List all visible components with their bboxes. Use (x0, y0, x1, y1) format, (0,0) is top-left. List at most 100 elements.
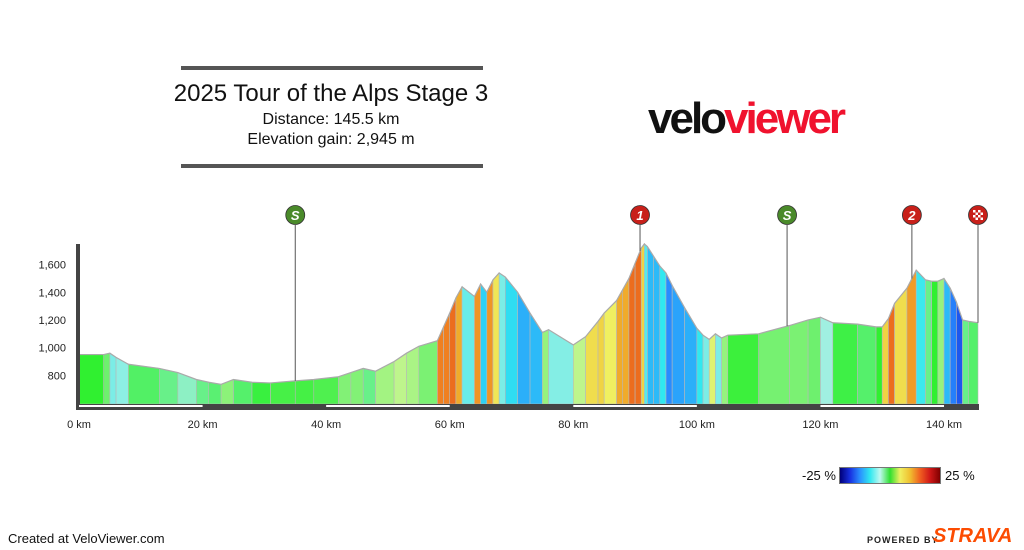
profile-segment (659, 265, 667, 405)
title-rule-top (181, 66, 483, 70)
marker-label: 1 (636, 208, 643, 223)
climb-marker-icon (630, 205, 650, 225)
x-axis-stripe (326, 405, 450, 407)
profile-segment (727, 333, 759, 405)
profile-segment (684, 306, 698, 405)
checkered-flag-icon (975, 212, 978, 215)
profile-segment (548, 329, 574, 405)
climb-marker-icon (901, 205, 922, 225)
y-tick-label: 800 (48, 370, 66, 382)
profile-segment (696, 327, 704, 405)
profile-segment (807, 316, 821, 405)
profile-segment (103, 352, 111, 405)
profile-segment (449, 297, 457, 405)
profile-segment (888, 303, 895, 405)
profile-segment (789, 319, 809, 405)
profile-segment (925, 279, 932, 405)
y-tick-label: 1,000 (38, 343, 66, 355)
profile-segment (109, 352, 117, 405)
profile-segment (492, 272, 500, 405)
profile-segment (350, 368, 364, 405)
profile-segment (857, 323, 877, 405)
x-axis-stripe (79, 405, 203, 407)
profile-segment (943, 277, 951, 405)
legend-max-label: 25 % (945, 468, 975, 483)
x-tick-label: 0 km (67, 419, 91, 431)
profile-segment (294, 379, 315, 405)
y-tick-label: 1,200 (38, 315, 66, 327)
profile-segment (758, 325, 790, 405)
profile-segment (715, 333, 722, 405)
checkered-flag-icon (978, 210, 981, 213)
profile-segment (251, 381, 271, 405)
elevation-chart: 800 1,000 1,200 1,400 1,600 0 km 20 km 40 km 60 … (38, 205, 988, 431)
profile-segment (937, 277, 945, 405)
profile-segment (708, 333, 716, 405)
checkered-flag-icon (973, 210, 976, 213)
page-title: 2025 Tour of the Alps Stage 3 (173, 80, 489, 107)
legend-min-label: -25 % (802, 468, 836, 483)
profile-segment (597, 312, 605, 405)
y-axis (76, 244, 80, 410)
profile-segment (208, 381, 222, 405)
x-tick-label: 120 km (802, 419, 838, 431)
profile-segment (418, 340, 438, 405)
profile-segment (375, 361, 395, 405)
x-axis-band (76, 404, 979, 410)
marker-label: S (783, 208, 792, 223)
profile-segment (313, 376, 339, 405)
checkered-flag-icon (980, 212, 983, 215)
checkered-flag-icon (978, 215, 981, 218)
profile-segment (616, 288, 624, 405)
x-tick-label: 80 km (558, 419, 588, 431)
marker-label: S (291, 208, 300, 223)
gradient-color-legend (839, 467, 941, 484)
title-rule-bottom (181, 164, 483, 168)
profile-segment (949, 288, 957, 405)
y-tick-label: 1,600 (38, 260, 66, 272)
profile-segment (634, 247, 642, 405)
profile-segment (542, 329, 549, 405)
x-axis-stripe (820, 405, 945, 407)
profile-segment (622, 277, 630, 405)
profile-segment (572, 336, 586, 405)
profile-segment (115, 356, 129, 405)
profile-segment (362, 368, 376, 405)
logo-velo: velo (648, 94, 727, 143)
profile-segment (721, 334, 729, 405)
profile-segment (196, 379, 210, 405)
profile-segment (647, 245, 654, 405)
x-tick-label: 20 km (188, 419, 218, 431)
marker-label: 2 (907, 208, 916, 223)
profile-segment (665, 272, 673, 405)
profile-segment (529, 312, 543, 405)
profile-segment (159, 368, 179, 405)
x-tick-label: 100 km (679, 419, 715, 431)
profile-segment (480, 283, 488, 405)
profile-segment (702, 334, 710, 405)
profile-segment (455, 285, 463, 405)
profile-segment (653, 255, 661, 405)
profile-segment (640, 242, 645, 405)
profile-segment (406, 345, 420, 405)
profile-segment (628, 263, 636, 405)
x-tick-label: 140 km (926, 419, 962, 431)
elevation-gain-text: Elevation gain: 2,945 m (247, 131, 415, 148)
profile-segment (443, 312, 451, 405)
checkered-flag-icon (973, 215, 976, 218)
profile-segment (931, 280, 939, 405)
profile-segment (498, 272, 506, 405)
profile-segment (128, 363, 160, 405)
strava-logo: STRAVA (933, 525, 1013, 547)
profile-segment (881, 317, 889, 405)
y-tick-label: 1,400 (38, 287, 66, 299)
profile-segment (505, 276, 518, 405)
profile-segment (474, 283, 481, 405)
x-tick-label: 40 km (311, 419, 341, 431)
profile-segment (270, 380, 296, 405)
profile-segment (338, 372, 352, 405)
profile-segment (177, 372, 197, 405)
profile-segment (644, 243, 648, 405)
profile-segment (968, 321, 979, 405)
created-at-link[interactable]: Created at VeloViewer.com (8, 531, 165, 546)
